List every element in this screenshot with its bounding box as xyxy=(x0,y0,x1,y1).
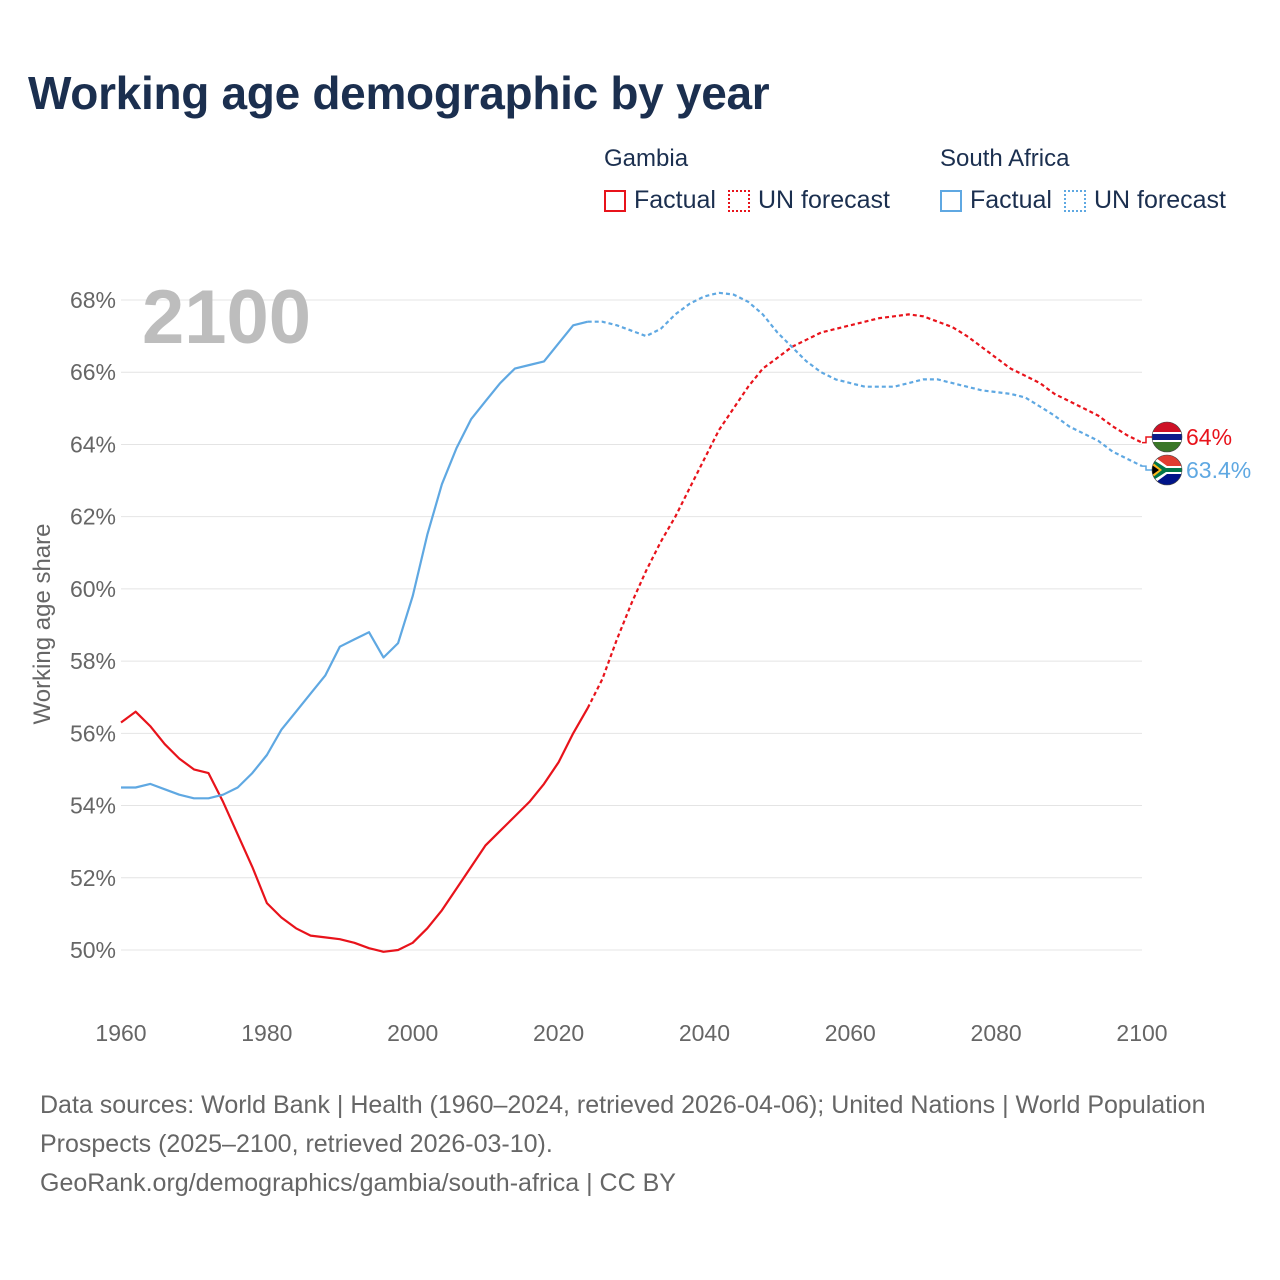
south-africa-end-value-label: 63.4% xyxy=(1186,457,1251,483)
gridlines xyxy=(121,299,1142,951)
legend-swatch-solid-icon xyxy=(604,189,626,212)
x-tick-label: 1960 xyxy=(95,1020,146,1046)
y-tick-label: 50% xyxy=(70,937,116,963)
gambia-forecast-line[interactable] xyxy=(586,313,1143,709)
y-tick-label: 56% xyxy=(70,720,116,746)
year-watermark: 2100 xyxy=(142,275,311,360)
south-africa-flag-icon xyxy=(1151,454,1183,486)
y-tick-label: 66% xyxy=(70,359,116,385)
legend-group-title: Gambia xyxy=(604,145,689,172)
series-lines xyxy=(120,291,1143,953)
legend-swatch-dotted-icon xyxy=(1063,189,1086,212)
y-tick-label: 54% xyxy=(70,793,116,819)
x-tick-label: 2080 xyxy=(971,1020,1022,1046)
gambia-end-value-label: 64% xyxy=(1186,424,1232,450)
legend-item-south-africa-factual[interactable]: Factual xyxy=(940,186,1052,215)
legend-item-gambia-factual[interactable]: Factual xyxy=(604,186,716,215)
x-axis-ticks: 1960 1980 2000 2020 2040 2060 2080 2100 xyxy=(95,1020,1167,1046)
legend-label: Factual xyxy=(970,186,1052,214)
gambia-factual-line[interactable] xyxy=(120,707,589,953)
x-tick-label: 2100 xyxy=(1116,1020,1167,1046)
legend-group-title: South Africa xyxy=(940,145,1070,172)
south-africa-end-connector xyxy=(1142,465,1153,471)
legend-item-gambia-forecast[interactable]: UN forecast xyxy=(727,186,890,215)
y-tick-label: 60% xyxy=(70,576,116,602)
y-tick-label: 52% xyxy=(70,865,116,891)
legend-item-south-africa-forecast[interactable]: UN forecast xyxy=(1063,186,1226,215)
y-tick-label: 68% xyxy=(70,287,116,313)
data-sources-text: Data sources: World Bank | Health (1960–… xyxy=(40,1091,1206,1158)
x-tick-label: 2020 xyxy=(533,1020,584,1046)
legend-group-south-africa: South Africa Factual UN forecast xyxy=(940,144,1238,215)
attribution-link[interactable]: GeoRank.org/demographics/gambia/south-af… xyxy=(40,1169,676,1197)
legend-label: UN forecast xyxy=(757,186,890,214)
y-axis-ticks: 50% 52% 54% 56% 58% 60% 62% 64% 66% 68% xyxy=(70,287,116,963)
x-tick-label: 2000 xyxy=(387,1020,438,1046)
series-end-labels: 64% 63.4% xyxy=(1142,421,1251,486)
gambia-flag-icon xyxy=(1151,421,1183,453)
gambia-end-connector xyxy=(1142,436,1153,444)
x-tick-label: 2040 xyxy=(679,1020,730,1046)
legend-label: Factual xyxy=(634,186,716,214)
legend-group-gambia: Gambia Factual UN forecast xyxy=(604,144,902,215)
line-chart: 2100 50% 52% 54% 56% 58% 60% 62% 64% 66% 68% 1960… xyxy=(29,275,1251,1046)
legend-swatch-dotted-icon xyxy=(727,189,750,212)
y-tick-label: 64% xyxy=(70,431,116,457)
south-africa-factual-line[interactable] xyxy=(121,320,588,800)
south-africa-forecast-line[interactable] xyxy=(587,291,1143,468)
y-axis-label: Working age share xyxy=(29,524,56,725)
x-tick-label: 1980 xyxy=(241,1020,292,1046)
x-tick-label: 2060 xyxy=(825,1020,876,1046)
y-tick-label: 58% xyxy=(70,648,116,674)
legend-label: UN forecast xyxy=(1093,186,1226,214)
legend-swatch-solid-icon xyxy=(940,189,962,212)
y-tick-label: 62% xyxy=(70,504,116,530)
footer: Data sources: World Bank | Health (1960–… xyxy=(40,1086,1220,1203)
chart-title: Working age demographic by year xyxy=(28,67,770,119)
